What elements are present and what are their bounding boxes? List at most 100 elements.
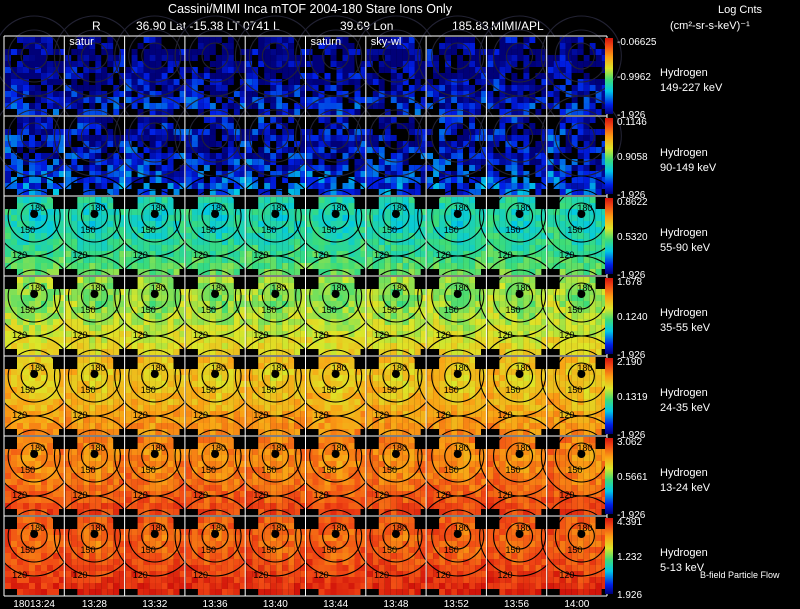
field-dot [577, 370, 586, 378]
colorbar [605, 438, 613, 514]
contour-ring [567, 522, 595, 550]
contour-label: 150 [506, 225, 521, 235]
colorbar-mid-label: 0.5320 [617, 232, 648, 243]
time-tick-label: 13:28 [82, 599, 107, 609]
contour-ring [505, 122, 534, 150]
contour-label: 120 [559, 330, 574, 340]
contour-label: 150 [261, 225, 276, 235]
contour-label: 120 [374, 330, 389, 340]
colorbar-max-label: 3.062 [617, 437, 642, 448]
contour-label: 120 [12, 570, 27, 580]
contour-label: 180 [577, 203, 592, 213]
contour-label: 180 [516, 523, 531, 533]
contour-ring [444, 362, 472, 390]
contour-label: 180 [271, 443, 286, 453]
energy-label: 13-24 keV [660, 482, 711, 494]
colorbar-max-label: 4.391 [617, 517, 642, 528]
contour-ring [80, 442, 108, 470]
species-label: Hydrogen [660, 467, 708, 479]
contour-label: 150 [201, 225, 216, 235]
heatmap-panel: 180 150 120 [355, 175, 437, 275]
contour-label: 120 [374, 570, 389, 580]
heatmap-panel [478, 15, 561, 115]
contour-ring [369, 109, 423, 163]
contour-ring [201, 362, 229, 390]
contour-label: 180 [392, 443, 407, 453]
heatmap-panel: 180 150 120 [417, 255, 499, 355]
lon-label: 39.69 Lon [340, 19, 394, 33]
contour-ring [128, 429, 182, 483]
contour-ring [188, 109, 242, 163]
contour-ring [141, 522, 169, 550]
contour-ring [322, 282, 350, 310]
field-dot [453, 370, 462, 378]
heatmap-panel [540, 15, 622, 115]
colorbar-min-label: -1.926 [617, 430, 646, 441]
contour-label: 120 [314, 410, 329, 420]
field-dot [271, 530, 280, 538]
contour-ring [20, 42, 48, 70]
field-dot [30, 370, 39, 378]
heatmap-panel [417, 95, 499, 195]
contour-ring [20, 122, 48, 150]
field-dot [391, 290, 400, 298]
contour-label: 120 [12, 250, 27, 260]
field-dot [271, 450, 280, 458]
contour-ring [261, 442, 289, 470]
contour-label: 120 [374, 490, 389, 500]
energy-label: 35-55 keV [660, 322, 711, 334]
contour-ring [505, 42, 534, 70]
contour-label: 180 [454, 283, 469, 293]
contour-label: 150 [261, 385, 276, 395]
contour-label: 150 [261, 465, 276, 475]
field-dot [331, 210, 340, 218]
contour-ring [67, 29, 121, 83]
contour-ring [128, 269, 182, 323]
contour-label: 150 [506, 385, 521, 395]
contour-label: 180 [90, 363, 105, 373]
contour-label: 180 [332, 443, 347, 453]
contour-label: 180 [392, 523, 407, 533]
contour-label: 120 [498, 490, 513, 500]
contour-label: 120 [498, 410, 513, 420]
field-dot [391, 370, 400, 378]
field-dot [271, 290, 280, 298]
contour-ring [492, 349, 547, 403]
contour-label: 180 [30, 523, 45, 533]
contour-ring [141, 42, 169, 70]
heatmap-panel [417, 15, 499, 115]
contour-ring [141, 202, 169, 230]
contour-label: 150 [261, 545, 276, 555]
contour-label: 180 [271, 523, 286, 533]
contour-ring [248, 349, 302, 403]
contour-label: 150 [444, 545, 459, 555]
species-label: Hydrogen [660, 227, 708, 239]
panel-top-label: saturn [311, 36, 342, 48]
contour-ring [540, 495, 622, 577]
field-dot [271, 210, 280, 218]
contour-ring [201, 442, 229, 470]
heatmap-panel: 180 150 120 [417, 415, 499, 515]
contour-label: 120 [72, 490, 87, 500]
field-dot [577, 530, 586, 538]
field-dot [150, 210, 159, 218]
contour-label: 120 [314, 490, 329, 500]
energy-label: 90-149 keV [660, 162, 717, 174]
contour-ring [141, 362, 169, 390]
contour-ring [567, 42, 595, 70]
contour-ring [431, 189, 485, 243]
contour-label: 180 [211, 443, 226, 453]
energy-label: 24-35 keV [660, 402, 711, 414]
contour-ring [492, 29, 547, 83]
contour-label: 120 [12, 410, 27, 420]
field-dot [577, 210, 586, 218]
colorbar-mid-label: 0.1319 [617, 392, 648, 403]
contour-label: 150 [80, 465, 95, 475]
heatmap-panel: 180 150 120 [540, 335, 622, 435]
contour-ring [505, 282, 534, 310]
contour-label: 150 [141, 225, 156, 235]
contour-ring [201, 122, 229, 150]
field-dot [391, 450, 400, 458]
colorbar-max-label: 0.1146 [617, 117, 647, 128]
field-dot [90, 210, 99, 218]
